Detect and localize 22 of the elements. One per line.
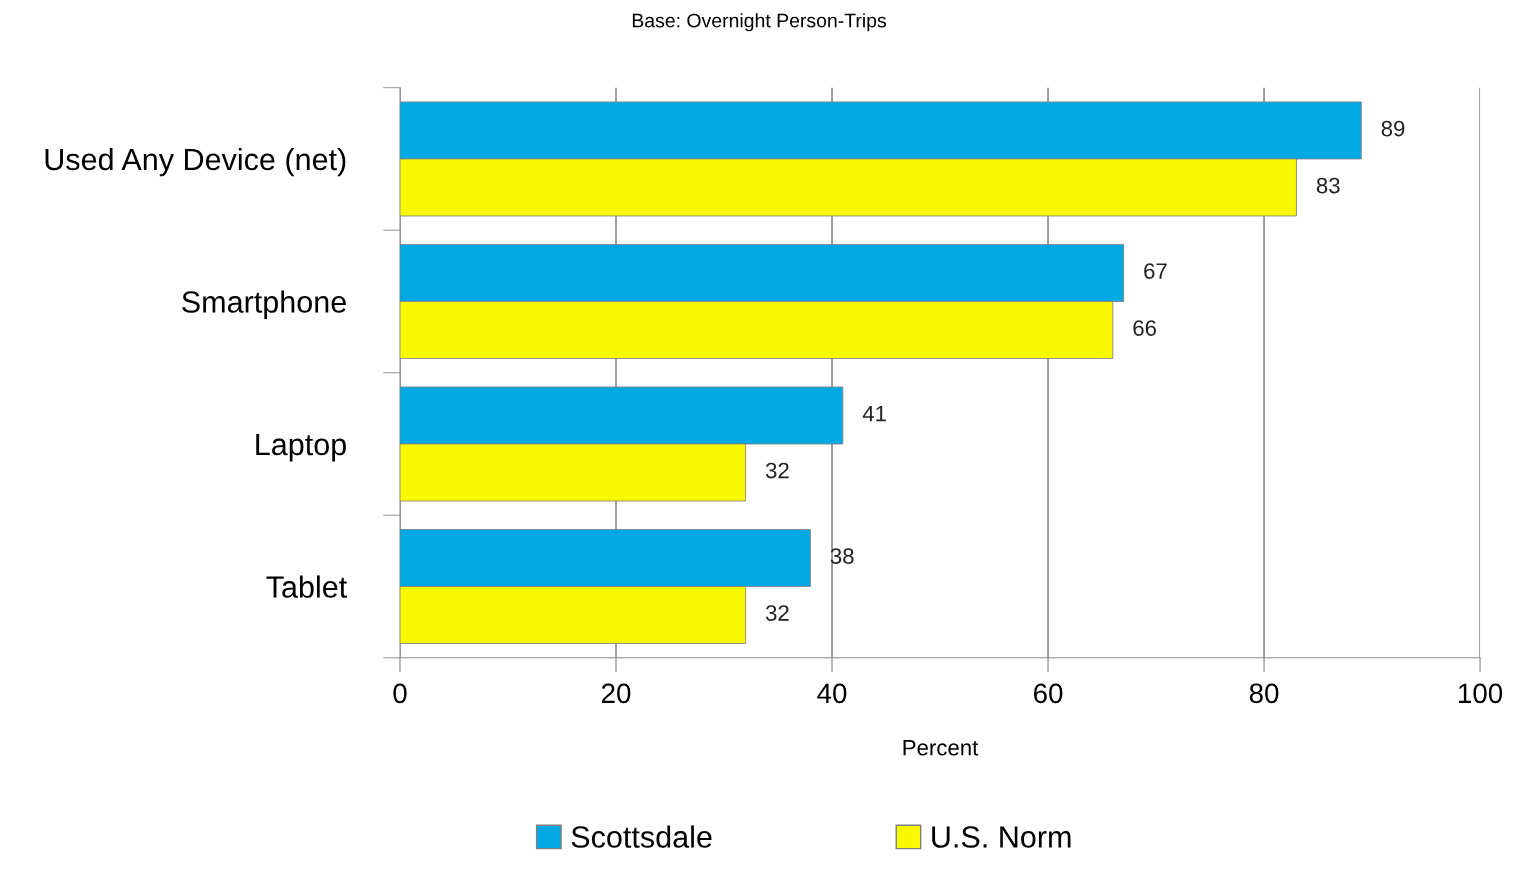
data-label: 41 [862,405,886,422]
data-label: 66 [1133,320,1157,336]
y-tick-label: Smartphone [182,290,346,319]
x-tick-label: 20 [601,683,631,704]
chart-title: Base: Overnight Person-Trips [632,13,886,32]
x-tick-label: 80 [1249,683,1279,704]
x-tick-label: 0 [393,683,407,704]
y-tick-label: Used Any Device (net) [45,147,346,177]
data-label: 83 [1316,177,1340,194]
x-tick-label: 60 [1033,683,1063,704]
x-tick-label: 100 [1459,683,1503,704]
data-label: 38 [830,548,854,564]
data-label: 32 [765,462,789,479]
data-label: 89 [1381,120,1405,137]
data-label: 67 [1144,263,1167,279]
data-label: 32 [765,605,789,621]
legend-label: Scottsdale [571,825,712,848]
y-tick-label: Laptop [256,434,346,462]
legend-label: U.S. Norm [932,826,1071,848]
y-tick-label: Tablet [266,575,347,598]
x-tick-label: 40 [817,683,847,704]
x-axis-title: Percent [903,740,979,756]
